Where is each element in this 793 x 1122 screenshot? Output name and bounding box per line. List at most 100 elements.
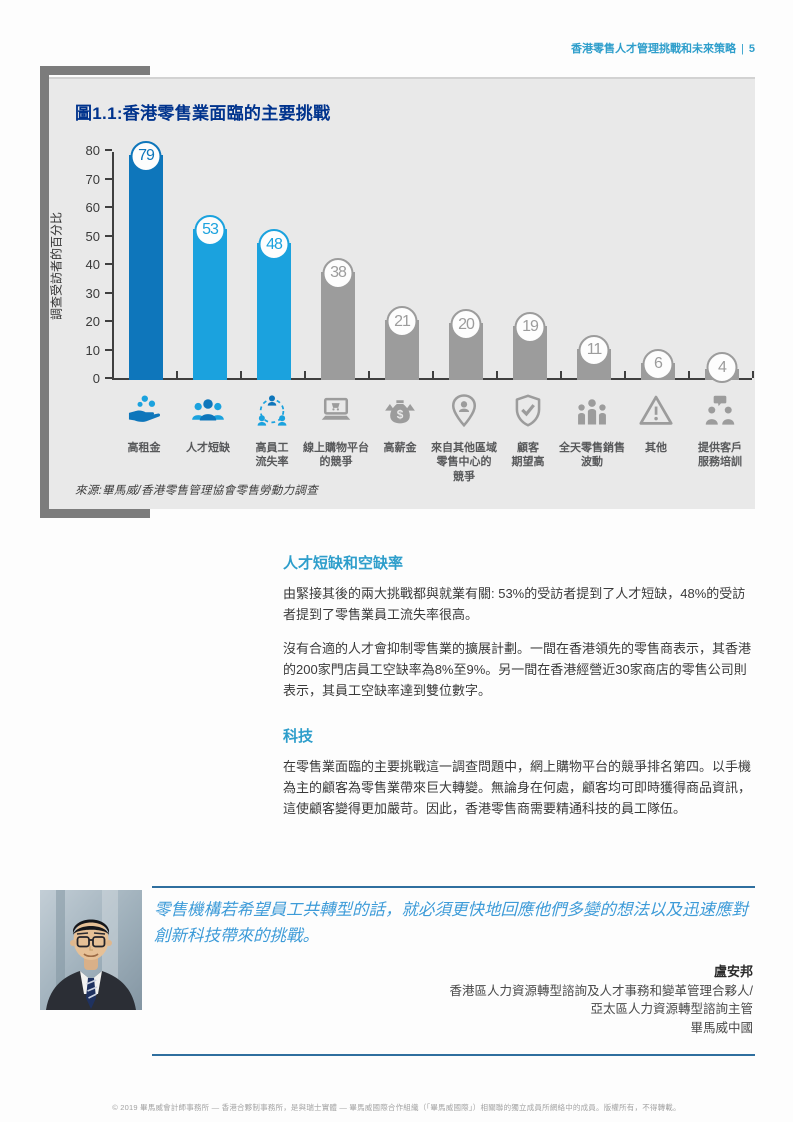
x-axis-tick	[368, 371, 370, 378]
y-axis-tick-label: 40	[85, 257, 100, 272]
category-label: 人才短缺	[186, 442, 230, 454]
category-item: $ 高薪金	[368, 392, 432, 484]
bar-value-badge: 11	[578, 334, 610, 366]
quote-author-firm: 畢馬威中國	[690, 1021, 753, 1036]
y-axis-tick-label: 70	[85, 171, 100, 187]
x-axis-tick	[432, 371, 434, 378]
category-label: 其他	[645, 442, 667, 454]
service-training-icon	[700, 392, 740, 435]
chart-title: 圖1.1:香港零售業面臨的主要挑戰	[75, 104, 331, 123]
staff-turnover-icon	[252, 392, 292, 435]
category-icon-row: 高租金 人才短缺 高員工 流失率 線上購物平台 的競爭 $ 高薪金 來自其他區域 零售中心的…	[112, 392, 752, 484]
bar-value-badge: 6	[642, 348, 674, 380]
quote-author-role: 亞太區人力資源轉型諮詢主管	[590, 1002, 753, 1017]
bar-value-badge: 20	[450, 309, 482, 340]
y-axis-tick	[105, 263, 112, 265]
category-item: 人才短缺	[176, 392, 240, 484]
y-axis-tick-label: 10	[85, 342, 100, 358]
page-header-title: 香港零售人才管理挑戰和未來策略	[571, 43, 737, 55]
chart-area: 調查受訪者的百分比 79 53 48 38 21 20 19 11 6 4 0 10 20 30 40 50…	[50, 140, 754, 483]
speaker-portrait-illustration	[40, 890, 142, 1010]
category-label: 提供客戶 服務培訓	[698, 442, 742, 469]
figure-panel: 圖1.1:香港零售業面臨的主要挑戰 調查受訪者的百分比 79 53 48 38 21 20…	[40, 66, 755, 518]
x-axis-tick	[624, 371, 626, 378]
coins-hand-icon	[124, 392, 164, 435]
y-axis-tick	[105, 348, 112, 351]
category-item: 顧客 期望高	[496, 392, 560, 484]
y-axis-tick-label: 20	[85, 314, 100, 329]
y-axis-tick	[105, 234, 112, 237]
people-group-icon	[188, 392, 228, 435]
quote-author-role: 香港區人力資源轉型諮詢及人才事務和變革管理合夥人/	[449, 983, 753, 998]
category-label: 全天零售銷售 波動	[559, 442, 625, 469]
bar-value-badge: 79	[130, 140, 162, 172]
y-axis-tick-label: 30	[85, 285, 100, 301]
svg-text:$: $	[397, 407, 404, 421]
category-label: 來自其他區域 零售中心的 競爭	[431, 442, 497, 483]
y-axis-tick	[105, 291, 112, 294]
y-axis-tick-label: 80	[85, 143, 100, 158]
bar-value-badge: 21	[386, 306, 418, 338]
quote-author-name: 盧安邦	[713, 964, 753, 980]
paragraph: 在零售業面臨的主要挑戰這一調查問題中，網上購物平台的競爭排名第四。以手機為主的顧…	[283, 759, 752, 817]
figure-panel-body: 圖1.1:香港零售業面臨的主要挑戰 調查受訪者的百分比 79 53 48 38 21 20…	[49, 77, 755, 509]
page-number: 5	[748, 43, 755, 55]
category-item: 其他	[624, 392, 688, 484]
y-axis-tick	[105, 320, 112, 322]
category-item: 來自其他區域 零售中心的 競爭	[431, 392, 497, 484]
bar-column: 21	[370, 152, 434, 380]
bar-column: 53	[178, 152, 242, 380]
people-fluctuation-icon	[572, 392, 612, 435]
bar-column: 11	[562, 152, 626, 380]
bar-value-badge: 4	[706, 352, 738, 383]
x-axis-tick	[560, 371, 562, 378]
y-axis-tick	[105, 206, 112, 208]
paragraph: 沒有合適的人才會抑制零售業的擴展計劃。一間在香港領先的零售商表示，其香港的200…	[283, 641, 752, 699]
body-copy: 人才短缺和空缺率 由緊接其後的兩大挑戰都與就業有關: 53%的受訪者提到了人才短…	[283, 552, 756, 832]
bar-value-badge: 38	[322, 257, 354, 289]
category-label: 線上購物平台 的競爭	[303, 442, 369, 469]
speaker-photo	[40, 890, 142, 1010]
x-axis-tick	[304, 371, 306, 378]
y-axis-tick-label: 50	[85, 228, 100, 244]
x-axis-tick	[240, 371, 242, 378]
quote-block: 零售機構若希望員工共轉型的話，就必須更快地回應他們多變的想法以及迅速應對創新科技…	[40, 886, 755, 1056]
paragraph: 由緊接其後的兩大挑戰都與就業有關: 53%的受訪者提到了人才短缺，48%的受訪者…	[283, 586, 746, 623]
bar	[129, 154, 163, 380]
quote-attribution: 盧安邦 香港區人力資源轉型諮詢及人才事務和變革管理合夥人/ 亞太區人力資源轉型諮…	[154, 962, 753, 1038]
category-label: 高薪金	[383, 442, 417, 454]
panel-bracket-top	[40, 66, 150, 75]
warning-icon	[636, 392, 676, 435]
category-item: 高租金	[112, 392, 176, 484]
bar-column: 4	[690, 152, 754, 383]
y-axis-tick	[105, 149, 112, 151]
y-axis-tick	[105, 377, 112, 379]
shield-check-icon	[508, 392, 548, 435]
bar-column: 79	[114, 140, 178, 380]
bar-column: 19	[498, 152, 562, 380]
category-item: 全天零售銷售 波動	[559, 392, 625, 484]
y-axis-tick	[105, 177, 112, 180]
bar-column: 6	[626, 152, 690, 380]
x-axis-tick	[496, 371, 498, 378]
bar-column: 38	[306, 152, 370, 380]
category-label: 高租金	[127, 442, 161, 454]
chart-source-note: 來源:畢馬威/香港零售管理協會零售勞動力調查	[75, 485, 318, 497]
x-axis-tick	[176, 371, 178, 378]
bar	[321, 271, 355, 380]
panel-bracket-bottom	[40, 509, 150, 518]
y-axis-tick-label: 60	[85, 200, 100, 215]
quote-text: 零售機構若希望員工共轉型的話，就必須更快地回應他們多變的想法以及迅速應對創新科技…	[154, 901, 748, 945]
copyright-footer: © 2019 畢馬威會計師事務所 — 香港合夥制事務所，是與瑞士實體 — 畢馬威…	[112, 1103, 681, 1112]
category-item: 線上購物平台 的競爭	[303, 392, 369, 484]
bar-column: 20	[434, 152, 498, 380]
bar	[257, 243, 291, 380]
bar-value-badge: 19	[514, 311, 546, 343]
bar-value-badge: 48	[258, 229, 290, 261]
quote-content: 零售機構若希望員工共轉型的話，就必須更快地回應他們多變的想法以及迅速應對創新科技…	[152, 886, 755, 1056]
panel-bracket-left	[40, 66, 49, 518]
location-pin-icon	[444, 392, 484, 435]
category-label: 顧客 期望高	[511, 442, 545, 469]
x-axis-tick	[688, 371, 690, 378]
